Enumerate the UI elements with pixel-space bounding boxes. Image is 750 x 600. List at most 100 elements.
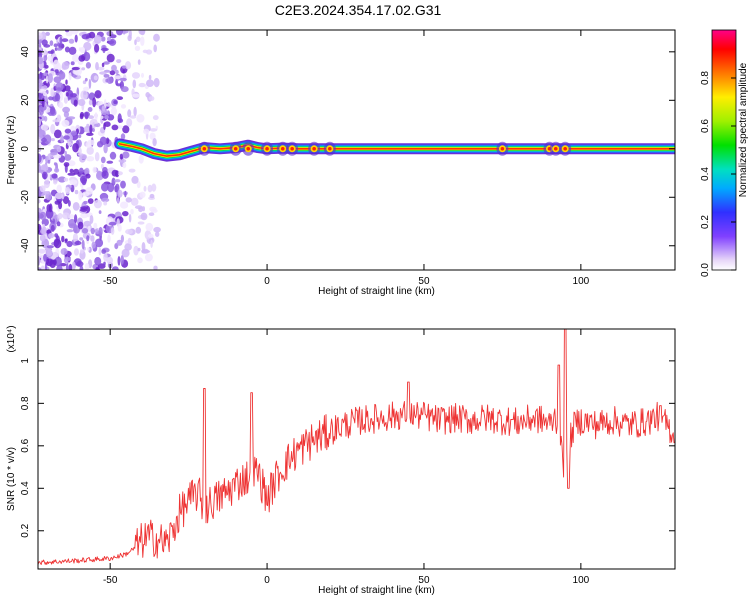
ridge-blob-center [233,146,238,151]
noise-blob [85,173,91,179]
page-title: C2E3.2024.354.17.02.G31 [274,2,442,18]
noise-blob [104,115,109,120]
noise-blob [120,201,129,209]
noise-blob [38,169,45,173]
noise-blob [69,93,78,98]
bottom-ytick-label: 1 [20,358,31,364]
noise-blob [134,45,141,51]
noise-blob [84,77,88,82]
noise-blob [122,162,127,169]
noise-blob [119,153,123,160]
noise-blob [43,253,47,262]
noise-blob [77,221,84,230]
noise-blob [106,256,114,265]
noise-blob [146,79,154,87]
noise-blob [57,213,63,220]
noise-blob [39,185,46,193]
noise-blob [84,111,89,120]
noise-blob [74,240,82,246]
noise-blob [72,233,79,243]
noise-blob [77,134,82,139]
bottom-xlabel: Height of straight line (km) [318,585,435,596]
noise-blob [67,160,76,167]
noise-blob [116,239,123,246]
colorbar-tick-label: 0.2 [700,215,711,229]
noise-blob [38,267,42,270]
noise-blob [54,167,60,173]
noise-blob [135,36,141,43]
noise-blob [138,154,144,164]
noise-blob [82,191,90,197]
noise-blob [79,208,88,212]
bottom-xtick-label: 100 [573,575,590,586]
noise-blob [111,64,117,72]
noise-blob [46,249,53,256]
noise-blob [59,36,63,45]
noise-blob [79,111,85,118]
noise-blob [48,96,54,101]
noise-blob [148,74,152,80]
noise-blob [120,234,124,243]
noise-blob [136,181,141,189]
noise-blob [53,238,62,249]
noise-blob [63,162,70,167]
noise-blob [131,72,141,79]
ridge-blob-center [265,146,269,151]
noise-blob [135,226,142,234]
noise-blob [63,96,68,104]
noise-blob [120,86,129,93]
noise-blob [70,61,75,66]
noise-blob [65,92,69,97]
noise-blob [85,141,92,148]
noise-blob [86,235,90,242]
noise-blob [83,41,92,51]
noise-blob [43,191,50,195]
noise-blob [67,172,76,176]
noise-blob [80,212,89,219]
noise-blob [153,265,158,270]
noise-blob [93,222,98,230]
noise-blob [66,229,74,233]
colorbar-tick-label: 0.0 [700,263,711,277]
noise-blob [109,34,117,39]
noise-blob [103,74,110,78]
noise-blob [78,55,85,62]
noise-blob [101,105,106,112]
noise-blob [134,39,137,46]
noise-blob [86,123,90,128]
noise-blob [77,99,86,106]
noise-blob [38,211,41,222]
noise-blob [150,208,158,213]
noise-blob [112,266,119,270]
noise-blob [64,46,70,53]
noise-blob [117,113,122,124]
noise-blob [49,106,56,115]
noise-blob [69,168,74,173]
noise-blob [111,169,119,177]
noise-blob [84,263,90,270]
noise-blob [62,106,70,113]
noise-blob [141,72,144,78]
noise-blob [127,237,132,245]
noise-blob [106,114,115,121]
noise-blob [113,100,118,105]
ridge-blob-center [280,146,285,151]
noise-blob [68,263,73,270]
top-xtick-label: 50 [418,276,430,287]
noise-blob [128,168,136,173]
noise-blob [96,170,102,179]
noise-blob [65,30,70,33]
noise-blob [107,36,111,42]
noise-blob [101,197,110,203]
noise-blob [38,153,42,164]
noise-blob [38,199,41,204]
noise-blob [39,115,46,121]
noise-blob [100,47,109,52]
noise-blob [69,179,78,185]
noise-blob [39,234,46,242]
noise-blob [50,87,54,98]
noise-blob [38,49,42,56]
top-ylabel: Frequency (Hz) [6,116,17,185]
noise-blob [109,151,117,160]
noise-blob [153,77,160,88]
